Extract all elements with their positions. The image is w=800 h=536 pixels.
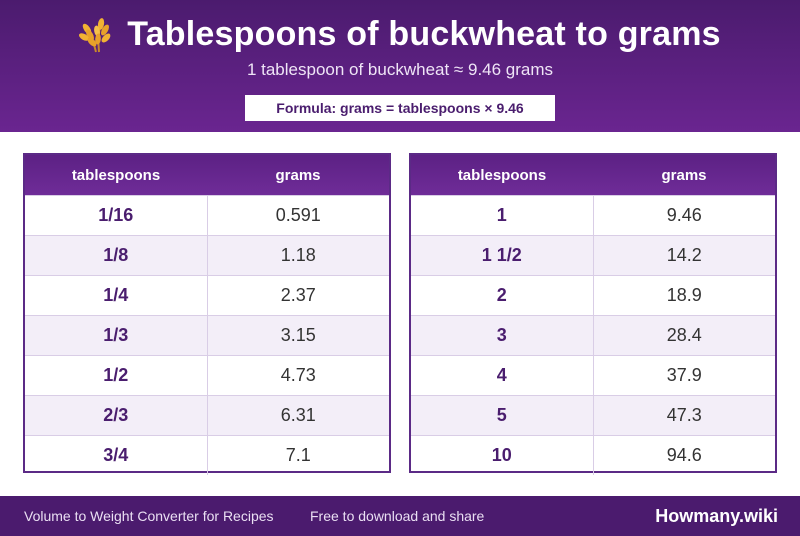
conversion-table-left: tablespoons grams 1/16 0.591 1/8 1.18 1/… [23, 153, 391, 475]
page-title: Tablespoons of buckwheat to grams [127, 14, 721, 53]
table-row: 10 94.6 [411, 435, 775, 475]
table-row: 1 9.46 [411, 195, 775, 235]
grams-cell: 4.73 [280, 365, 316, 385]
tablespoons-cell: 1/4 [25, 276, 208, 315]
table-header: tablespoons grams [25, 155, 389, 195]
table-row: 1/3 3.15 [25, 315, 389, 355]
footer-tagline: Volume to Weight Converter for Recipes [24, 508, 274, 524]
tablespoons-cell: 1/2 [25, 356, 208, 395]
table-row: 2 18.9 [411, 275, 775, 315]
title-row: Tablespoons of buckwheat to grams [0, 12, 800, 56]
grams-cell: 28.4 [666, 325, 702, 345]
column-header-tablespoons: tablespoons [71, 166, 161, 184]
grams-cell: 1.18 [280, 245, 316, 265]
table-row: 1/2 4.73 [25, 355, 389, 395]
tablespoons-cell: 4 [411, 356, 594, 395]
table-row: 1/4 2.37 [25, 275, 389, 315]
tablespoons-cell: 5 [411, 396, 594, 435]
tablespoons-cell: 3 [411, 316, 594, 355]
tablespoons-cell: 1/8 [25, 236, 208, 275]
table-header: tablespoons grams [411, 155, 775, 195]
grams-cell: 7.1 [285, 445, 311, 465]
formula-badge: Formula: grams = tablespoons × 9.46 [245, 95, 555, 121]
footer-share-note: Free to download and share [310, 508, 485, 524]
column-header-grams: grams [661, 166, 707, 184]
tablespoons-cell: 1/16 [25, 196, 208, 235]
brand-logo-text[interactable]: Howmany.wiki [655, 505, 778, 526]
grams-cell: 3.15 [280, 325, 316, 345]
footer-bar: Volume to Weight Converter for Recipes F… [0, 496, 800, 536]
table-row: 5 47.3 [411, 395, 775, 435]
wheat-icon [79, 18, 111, 53]
tablespoons-cell: 1 [411, 196, 594, 235]
column-header-grams: grams [275, 166, 321, 184]
table-row: 1 1/2 14.2 [411, 235, 775, 275]
grams-cell: 14.2 [666, 245, 702, 265]
tablespoons-cell: 10 [411, 436, 594, 475]
grams-cell: 37.9 [666, 365, 702, 385]
table-row: 3/4 7.1 [25, 435, 389, 475]
tablespoons-cell: 3/4 [25, 436, 208, 475]
header-banner: Tablespoons of buckwheat to grams 1 tabl… [0, 0, 800, 132]
grams-cell: 0.591 [275, 205, 321, 225]
table-row: 1/16 0.591 [25, 195, 389, 235]
table-row: 3 28.4 [411, 315, 775, 355]
table-row: 2/3 6.31 [25, 395, 389, 435]
conversion-table-right: tablespoons grams 1 9.46 1 1/2 14.2 2 18… [409, 153, 777, 475]
grams-cell: 9.46 [666, 205, 702, 225]
page-subtitle: 1 tablespoon of buckwheat ≈ 9.46 grams [246, 60, 554, 79]
tablespoons-cell: 1 1/2 [411, 236, 594, 275]
grams-cell: 6.31 [280, 405, 316, 425]
table-row: 4 37.9 [411, 355, 775, 395]
column-header-tablespoons: tablespoons [457, 166, 547, 184]
grams-cell: 18.9 [666, 285, 702, 305]
table-row: 1/8 1.18 [25, 235, 389, 275]
grams-cell: 94.6 [666, 445, 702, 465]
tablespoons-cell: 2 [411, 276, 594, 315]
tablespoons-cell: 2/3 [25, 396, 208, 435]
grams-cell: 47.3 [666, 405, 702, 425]
tablespoons-cell: 1/3 [25, 316, 208, 355]
grams-cell: 2.37 [280, 285, 316, 305]
